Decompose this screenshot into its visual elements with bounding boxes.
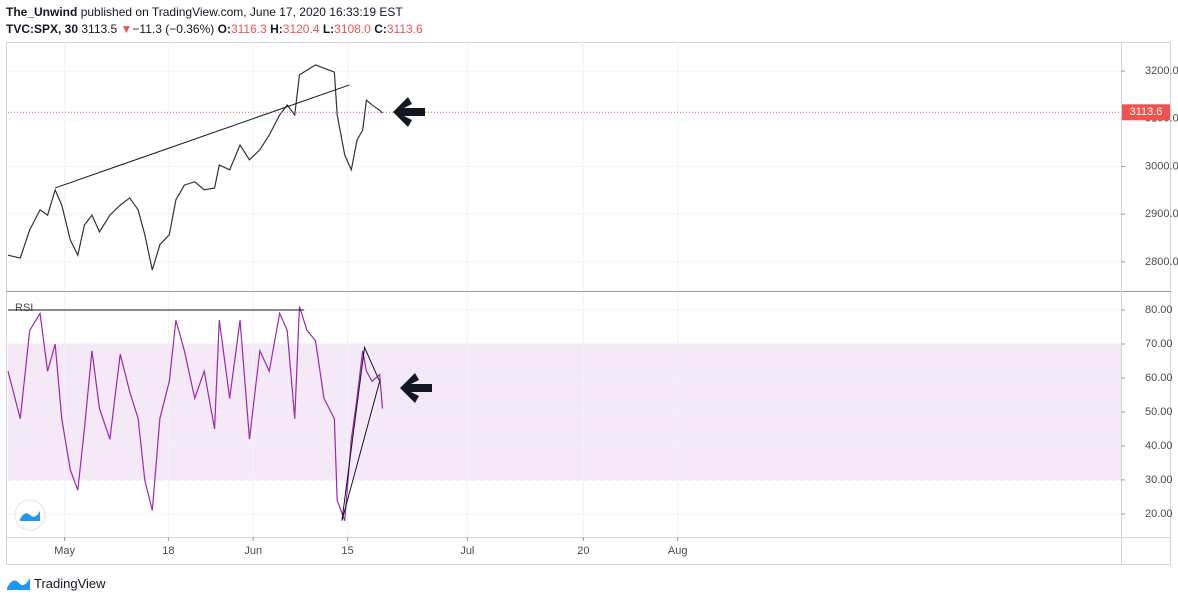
arrow-annotation bbox=[393, 97, 425, 127]
plot: 2800.02900.03000.03100.03200.03113.620.0… bbox=[7, 42, 1178, 557]
y-tick-label: 30.00 bbox=[1145, 474, 1173, 486]
x-tick-label: 20 bbox=[577, 545, 589, 557]
low-label: L: bbox=[322, 22, 335, 36]
y-tick-label: 2900.0 bbox=[1145, 208, 1178, 220]
open: 3116.3 bbox=[230, 22, 267, 36]
y-tick-label: 20.00 bbox=[1145, 508, 1173, 520]
x-tick-label: 18 bbox=[162, 545, 174, 557]
series-line bbox=[7, 64, 383, 271]
published: published on TradingView.com, June 17, 2… bbox=[80, 5, 403, 19]
x-tick-label: May bbox=[54, 545, 75, 557]
y-tick-label: 2800.0 bbox=[1145, 256, 1178, 268]
y-tick-label: 3200.0 bbox=[1145, 65, 1178, 77]
open-label: O: bbox=[217, 22, 231, 36]
logo-icon bbox=[20, 511, 40, 521]
low: 3108.0 bbox=[334, 22, 371, 36]
x-tick-label: 15 bbox=[341, 545, 353, 557]
last-price-label: 3113.6 bbox=[1130, 106, 1163, 118]
y-tick-label: 40.00 bbox=[1145, 440, 1173, 452]
close: 3113.6 bbox=[386, 22, 423, 36]
trendline bbox=[54, 84, 350, 189]
pane-title: RSI bbox=[15, 302, 33, 314]
y-tick-label: 60.00 bbox=[1145, 372, 1173, 384]
close-label: C: bbox=[374, 22, 387, 36]
x-tick-label: Jul bbox=[460, 545, 474, 557]
brand-icon bbox=[7, 578, 30, 590]
arrow: ▼ bbox=[120, 22, 133, 36]
header-line-1: The_Unwind published on TradingView.com,… bbox=[6, 5, 403, 19]
x-tick-label: Jun bbox=[244, 545, 262, 557]
x-tick-label: Aug bbox=[668, 545, 688, 557]
arrow-annotation bbox=[400, 373, 432, 403]
series-line bbox=[7, 306, 384, 521]
last: 3113.5 bbox=[81, 22, 118, 36]
author: The_Unwind bbox=[6, 5, 78, 19]
y-tick-label: 3000.0 bbox=[1145, 160, 1178, 172]
high-label: H: bbox=[270, 22, 283, 36]
y-tick-label: 70.00 bbox=[1145, 338, 1173, 350]
high: 3120.4 bbox=[282, 22, 320, 36]
change: −11.3 (−0.36%) bbox=[132, 22, 215, 36]
frame bbox=[6, 42, 1171, 565]
trendline bbox=[341, 345, 381, 521]
y-tick-label: 80.00 bbox=[1145, 304, 1173, 316]
header-line-2: TVC:SPX, 30 3113.5 ▼−11.3 (−0.36%) O:311… bbox=[6, 22, 423, 36]
last-price-box bbox=[1122, 104, 1170, 121]
y-tick-label: 50.00 bbox=[1145, 406, 1173, 418]
symbol: TVC:SPX, 30 bbox=[6, 22, 79, 36]
brand: TradingView bbox=[34, 576, 106, 591]
